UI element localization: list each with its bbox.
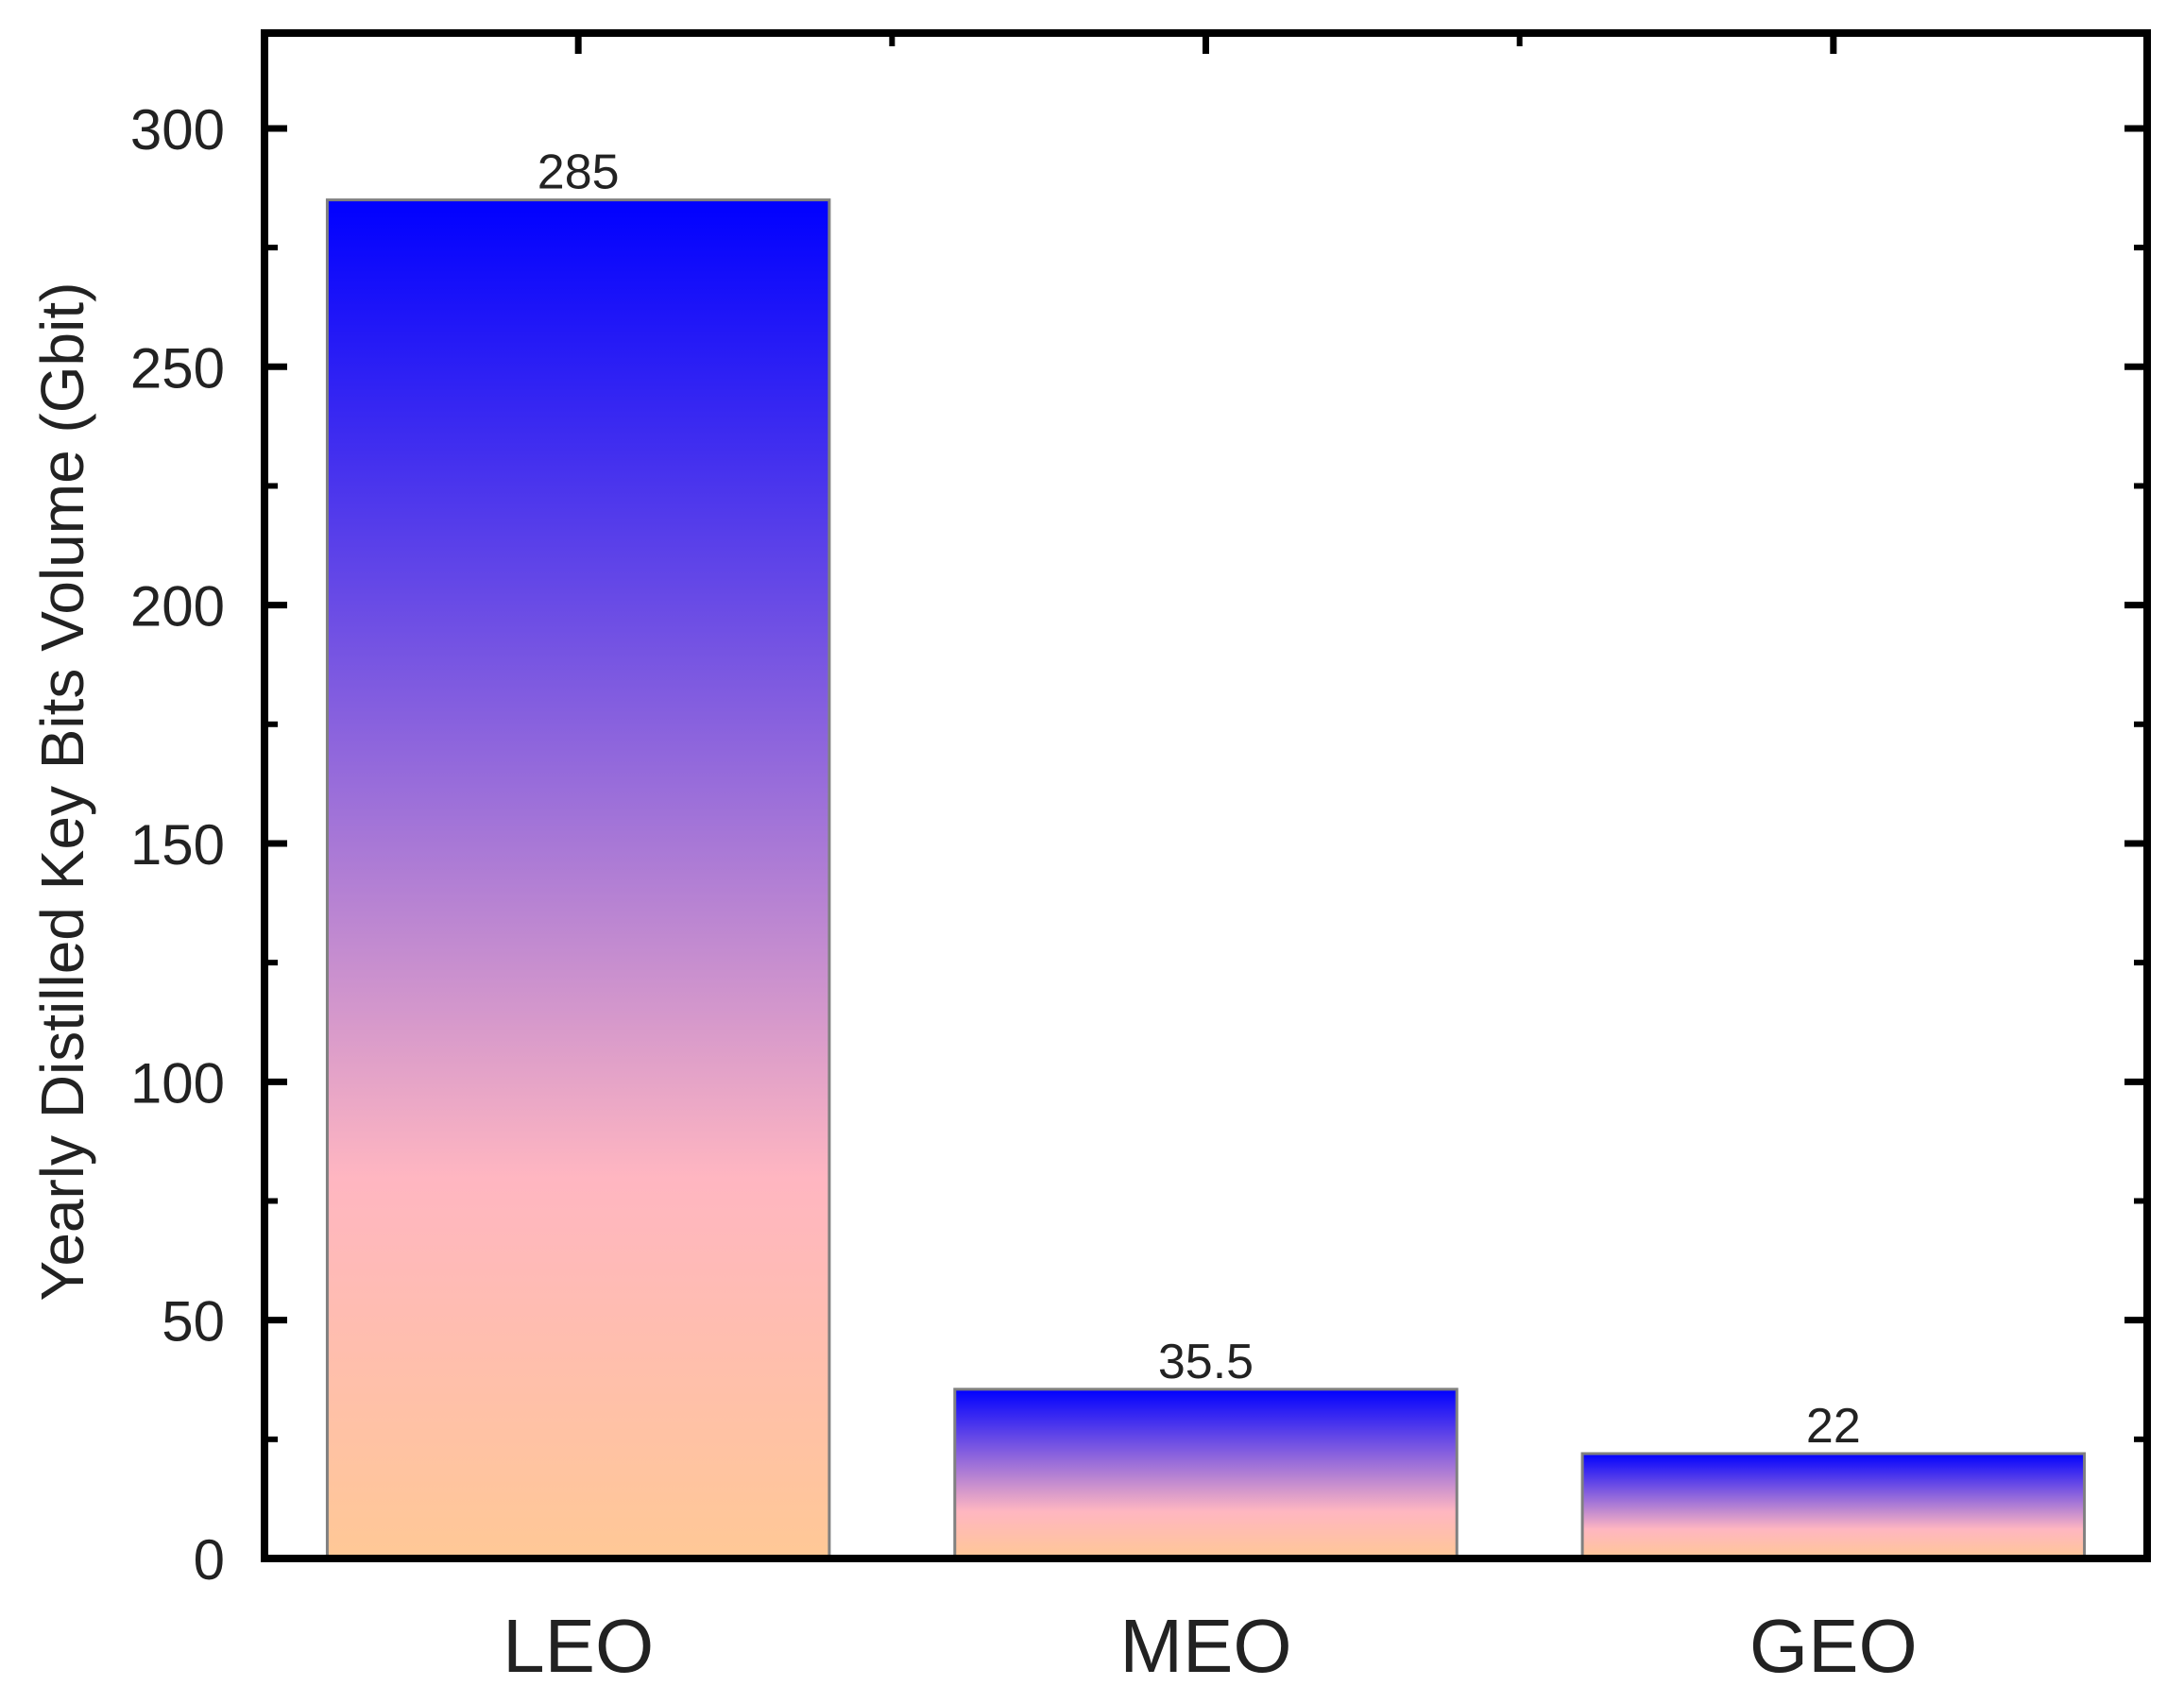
x-tick-label-geo: GEO — [1749, 1604, 1918, 1688]
data-labels-group: 285 35.5 22 — [537, 145, 1861, 1454]
x-tick-label-leo: LEO — [503, 1604, 654, 1688]
y-tick-label: 300 — [130, 98, 225, 162]
y-tick-label: 250 — [130, 336, 225, 400]
y-tick-label: 200 — [130, 575, 225, 639]
y-axis-title: Yearly Distilled Key Bits Volume (Gbit) — [28, 282, 96, 1302]
data-label-meo: 35.5 — [1158, 1335, 1254, 1389]
plot-frame — [261, 29, 2151, 1562]
bar-leo — [325, 198, 831, 1560]
y-tick-label: 0 — [194, 1528, 225, 1592]
y-tick-labels: 0 50 100 150 200 250 300 — [130, 98, 225, 1592]
bar-geo — [1580, 1452, 2087, 1560]
data-label-geo: 22 — [1806, 1399, 1861, 1454]
y-tick-label: 150 — [130, 813, 225, 877]
y-tick-label: 50 — [162, 1290, 225, 1354]
x-tick-label-meo: MEO — [1119, 1604, 1291, 1688]
data-label-leo: 285 — [537, 145, 620, 200]
bar-meo — [953, 1388, 1459, 1560]
y-tick-label: 100 — [130, 1051, 225, 1115]
x-tick-labels: LEO MEO GEO — [503, 1604, 1918, 1688]
bars-group — [325, 198, 2087, 1560]
